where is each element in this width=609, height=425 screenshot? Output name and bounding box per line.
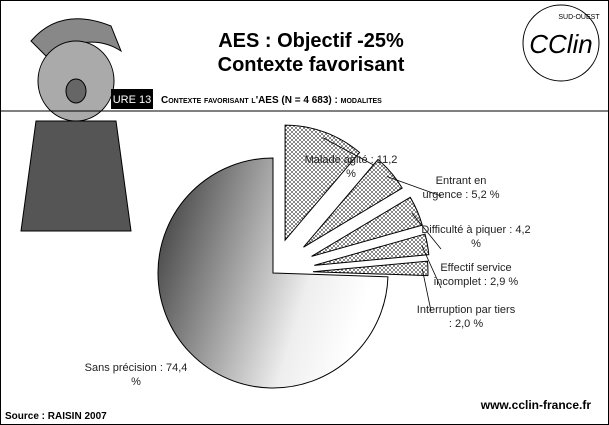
figure-number: URE 13	[113, 94, 152, 106]
slice-value: 5,2 %	[471, 189, 499, 201]
slide: AES : Objectif -25% Contexte favorisant …	[0, 0, 609, 425]
slice-value: 2,9 %	[490, 276, 518, 288]
slice-label: Sans précision : 74,4 %	[81, 361, 191, 389]
slice-category: Malade agité :	[305, 154, 374, 166]
slice-label: Entrant en urgence : 5,2 %	[416, 174, 506, 202]
slice-label: Malade agité : 11,2 %	[301, 153, 401, 181]
logo-text: CClin	[529, 29, 593, 59]
slice-value: 2,0 %	[455, 318, 483, 330]
logo: CClin SUD-OUEST	[523, 5, 600, 81]
source: Source : RAISIN 2007	[5, 411, 107, 422]
url: www.cclin-france.fr	[480, 398, 592, 412]
figure-caption: Contexte favorisant l'AES (N = 4 683) : …	[161, 95, 382, 106]
slice-label: Interruption par tiers : 2,0 %	[416, 303, 516, 331]
mascot	[21, 19, 131, 231]
title: AES : Objectif -25%	[218, 30, 404, 52]
subtitle: Contexte favorisant	[218, 54, 405, 76]
slice-category: Difficulté à piquer :	[421, 224, 512, 236]
slice-label: Difficulté à piquer : 4,2 %	[421, 223, 531, 251]
slice-label: Effectif service incomplet : 2,9 %	[421, 261, 531, 289]
logo-region: SUD-OUEST	[558, 14, 600, 21]
slice-category: Sans précision :	[85, 362, 163, 374]
pie-slice	[285, 125, 359, 240]
